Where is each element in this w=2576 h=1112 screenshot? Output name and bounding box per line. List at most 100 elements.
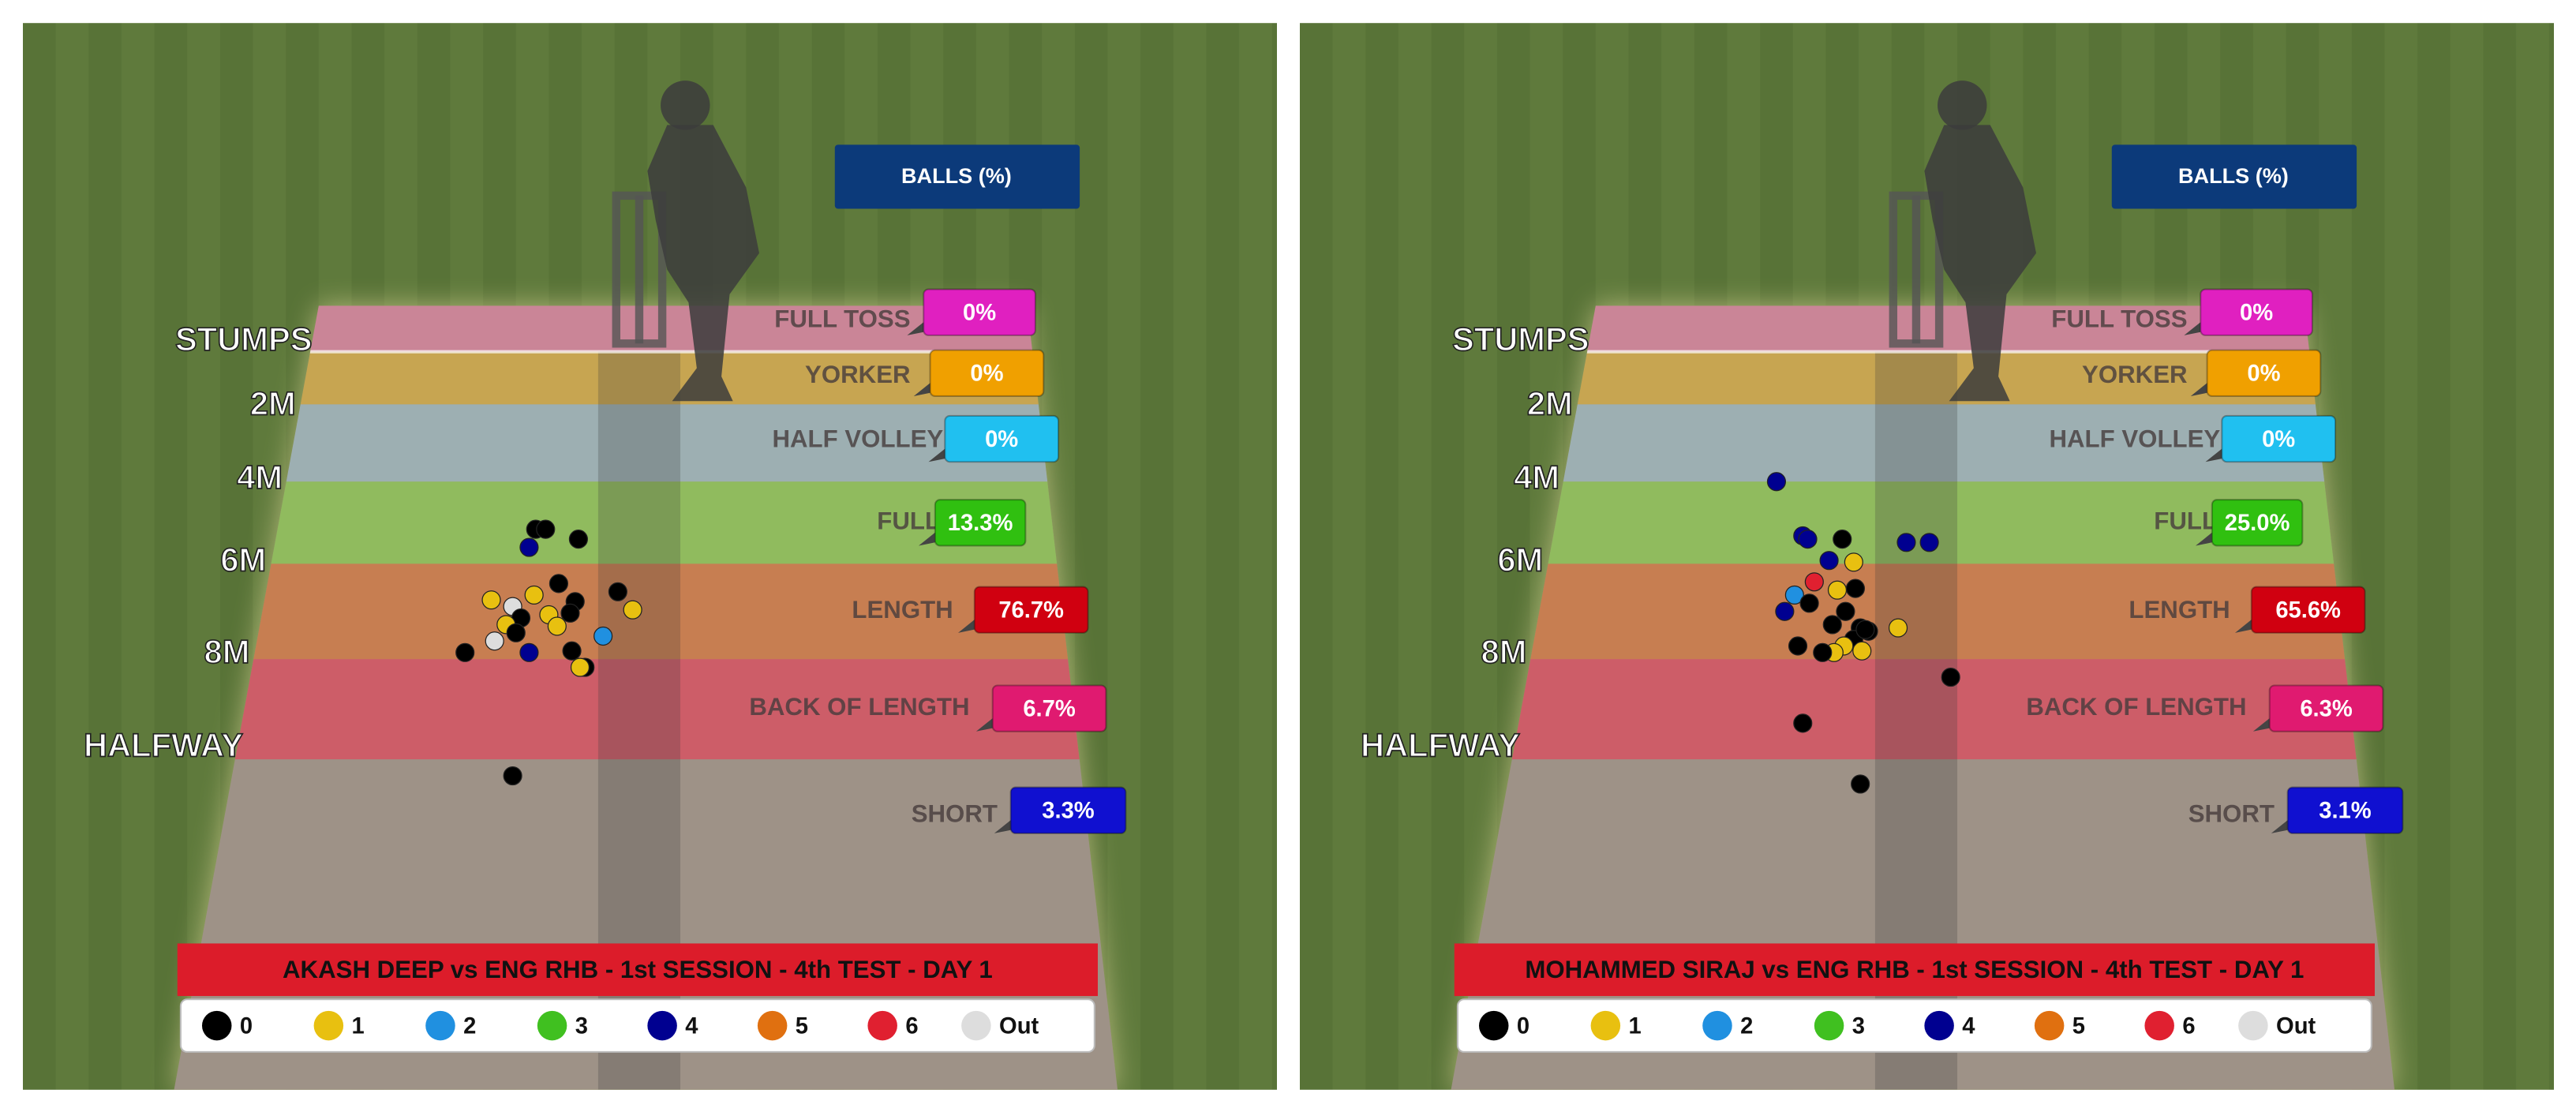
- legend-label: 2: [463, 1013, 476, 1039]
- title: AKASH DEEP vs ENG RHB - 1st SESSION - 4t…: [283, 956, 993, 983]
- legend-label: 5: [2072, 1013, 2085, 1039]
- zone-name: FULL: [877, 507, 940, 535]
- zone-name: HALF VOLLEY: [772, 425, 943, 452]
- zone-name: BACK OF LENGTH: [2026, 693, 2246, 721]
- legend-label: 6: [905, 1013, 918, 1039]
- zone-band: [174, 659, 1118, 760]
- ball: [568, 530, 588, 549]
- legend-label: 0: [1517, 1013, 1530, 1039]
- ball: [1784, 585, 1804, 605]
- ball: [1851, 774, 1870, 794]
- badge-pointer: [2190, 383, 2207, 396]
- badge-pointer: [928, 448, 945, 462]
- ball: [1888, 618, 1908, 638]
- pitch-map: BALLS (%) STUMPS 2M 4M 6M 8M HALFWAY FULL TOSS 0…: [23, 23, 1277, 1090]
- legend-bar: [179, 998, 1095, 1053]
- ball: [1844, 552, 1863, 572]
- percent: 0%: [2247, 361, 2280, 387]
- distance-label: 6M: [1497, 541, 1543, 578]
- percent: 0%: [963, 301, 996, 326]
- legend-swatch: [425, 1010, 455, 1041]
- legend-label: 4: [685, 1013, 698, 1039]
- distance-label: 2M: [1527, 384, 1573, 421]
- percent-badge: [934, 499, 1027, 547]
- percent: 76.7%: [998, 597, 1064, 623]
- pitch-panel: BALLS (%) STUMPS 2M 4M 6M 8M HALFWAY FULL TOSS 0…: [23, 23, 1277, 1090]
- zone-name: FULL: [2154, 507, 2217, 535]
- legend-label: 3: [1852, 1013, 1865, 1039]
- legend-swatch: [1814, 1010, 1844, 1041]
- percent: 3.1%: [2319, 799, 2372, 824]
- zone-name: SHORT: [912, 799, 998, 827]
- badge-pointer: [957, 620, 975, 633]
- percent-badge: [2206, 349, 2322, 397]
- zone-name: LENGTH: [2129, 596, 2230, 623]
- distance-label: 2M: [250, 384, 296, 421]
- ball: [1799, 593, 1819, 613]
- distance-label: 4M: [1514, 459, 1559, 496]
- ball: [536, 519, 556, 539]
- ball: [1793, 713, 1813, 733]
- ball: [549, 574, 568, 593]
- batsman-head: [661, 80, 710, 130]
- header-box: [2111, 144, 2357, 209]
- legend-swatch: [961, 1010, 991, 1041]
- distance-label: 4M: [237, 459, 283, 496]
- distance-label: HALFWAY: [84, 727, 243, 764]
- distance-label: 6M: [220, 541, 266, 578]
- percent: 0%: [2262, 427, 2295, 452]
- percent: 0%: [2240, 301, 2273, 326]
- ball: [593, 626, 613, 646]
- percent: 3.3%: [1042, 799, 1095, 824]
- ball: [524, 585, 544, 605]
- legend-label: 1: [1629, 1013, 1642, 1039]
- ball: [485, 631, 504, 651]
- zone-name: FULL TOSS: [774, 305, 910, 332]
- legend-label: Out: [2276, 1013, 2316, 1039]
- legend-swatch: [313, 1010, 344, 1041]
- percent: 0%: [985, 427, 1018, 452]
- ball: [1845, 578, 1865, 598]
- legend-swatch: [537, 1010, 567, 1041]
- ball: [1798, 530, 1818, 549]
- pitch-map: BALLS (%) STUMPS 2M 4M 6M 8M HALFWAY FULL TOSS 0…: [1300, 23, 2554, 1090]
- ball: [519, 642, 539, 662]
- ball: [1941, 667, 1960, 687]
- legend-swatch: [1590, 1010, 1621, 1041]
- percent-badge: [923, 288, 1036, 336]
- header: BALLS (%): [2178, 163, 2289, 188]
- title: MOHAMMED SIRAJ vs ENG RHB - 1st SESSION …: [1525, 956, 2304, 983]
- batsman-head: [1938, 80, 1987, 130]
- percent-badge: [1009, 786, 1127, 834]
- ball: [1836, 601, 1855, 621]
- ball: [1822, 615, 1842, 635]
- badge-pointer: [2271, 820, 2288, 833]
- legend-label: 2: [1740, 1013, 1753, 1039]
- distance-label: 8M: [204, 633, 250, 670]
- legend-swatch: [647, 1010, 677, 1041]
- ball: [1819, 551, 1839, 571]
- ball: [503, 766, 522, 786]
- ball: [623, 600, 642, 620]
- percent: 25.0%: [2225, 511, 2290, 536]
- percent-badge: [2200, 288, 2313, 336]
- percent-badge: [2211, 499, 2304, 547]
- header-box: [834, 144, 1080, 209]
- ball: [1827, 580, 1848, 600]
- percent-badge: [2221, 414, 2337, 463]
- zone-band: [1451, 563, 2394, 660]
- legend-label: 1: [352, 1013, 365, 1039]
- ball: [1788, 636, 1808, 656]
- zone-band: [174, 563, 1118, 660]
- percent-badge: [991, 684, 1107, 732]
- legend-swatch: [2034, 1010, 2065, 1041]
- zone-name: LENGTH: [852, 596, 953, 623]
- ball: [1833, 530, 1852, 549]
- ball: [560, 603, 580, 623]
- percent-badge: [929, 349, 1045, 397]
- ball: [519, 537, 539, 557]
- zone-band: [1451, 659, 2394, 760]
- legend-label: 0: [240, 1013, 253, 1039]
- pitch-panel: BALLS (%) STUMPS 2M 4M 6M 8M HALFWAY FULL TOSS 0…: [1300, 23, 2554, 1090]
- zone-name: HALF VOLLEY: [2049, 425, 2220, 452]
